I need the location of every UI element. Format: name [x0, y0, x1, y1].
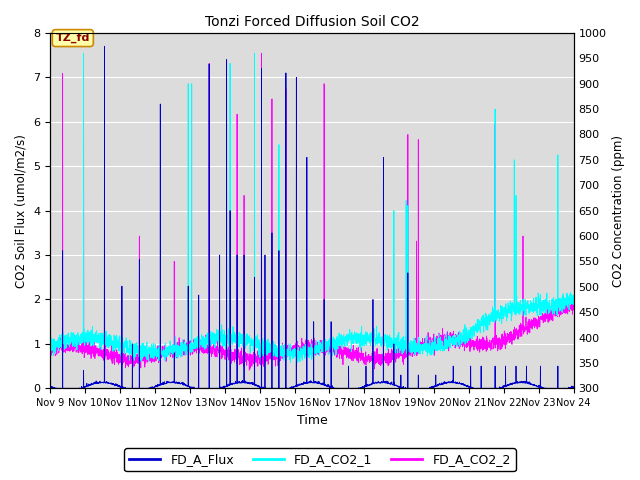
Title: Tonzi Forced Diffusion Soil CO2: Tonzi Forced Diffusion Soil CO2 [205, 15, 419, 29]
X-axis label: Time: Time [296, 414, 328, 427]
Legend: FD_A_Flux, FD_A_CO2_1, FD_A_CO2_2: FD_A_Flux, FD_A_CO2_1, FD_A_CO2_2 [124, 448, 516, 471]
Text: TZ_fd: TZ_fd [56, 33, 90, 43]
Y-axis label: CO2 Concentration (ppm): CO2 Concentration (ppm) [612, 134, 625, 287]
Y-axis label: CO2 Soil Flux (umol/m2/s): CO2 Soil Flux (umol/m2/s) [15, 134, 28, 288]
